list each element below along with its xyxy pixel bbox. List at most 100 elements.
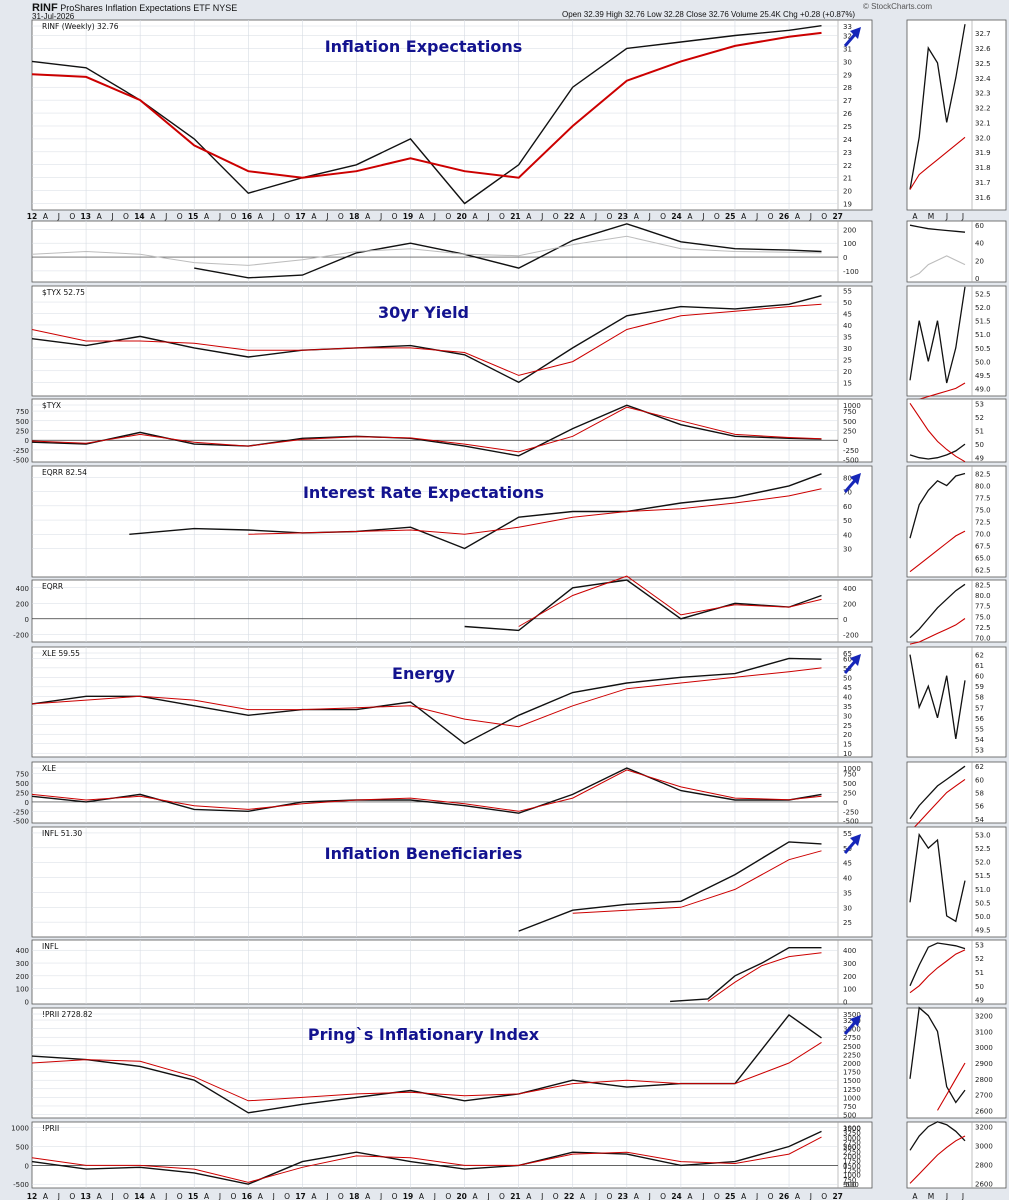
y-tick-label: 35 <box>843 703 852 711</box>
x-tick-label: O <box>69 1192 75 1200</box>
ticker-symbol: RINF <box>32 2 58 14</box>
x-tick-label: 14 <box>134 1192 144 1200</box>
x-tick-label: J <box>325 1192 328 1200</box>
y-tick-label: 40 <box>843 531 852 539</box>
side-y-tick-label: 62 <box>975 763 984 771</box>
side-y-tick-label: 59 <box>975 683 984 691</box>
series-signal <box>31 769 822 812</box>
x-tick-label: 24 <box>671 1192 681 1200</box>
panel-frame <box>31 1121 873 1189</box>
x-tick-label: J <box>433 212 436 221</box>
side-series--prii <box>909 1006 966 1104</box>
x-tick-label: O <box>445 1192 451 1200</box>
side-panel-frame <box>906 1007 1007 1119</box>
side-y-tick-label: 3200 <box>975 1013 993 1021</box>
y-tick-label: 3500 <box>843 1125 861 1133</box>
side-y-tick-label: 52.5 <box>975 291 991 299</box>
y-tick-label: 500 <box>843 1181 856 1189</box>
side-y-tick-label: 0 <box>975 275 979 283</box>
y-tick-label: 500 <box>843 1112 856 1120</box>
x-tick-label: 12 <box>27 212 37 221</box>
x-tick-label: A <box>97 1192 103 1200</box>
x-tick-label: A <box>97 212 103 221</box>
y-tick-label: 15 <box>843 741 852 749</box>
y-tick-label: -250 <box>843 808 859 816</box>
x-tick-label: O <box>821 212 827 221</box>
series-signal <box>31 1136 822 1183</box>
y-tick-label: 0 <box>843 998 847 1006</box>
side-series-signal <box>909 1135 966 1184</box>
y-tick-label: 500 <box>843 780 856 788</box>
panel-label: !PRII <box>42 1124 59 1133</box>
series-rinf <box>31 25 822 205</box>
x-tick-label: 26 <box>779 1192 789 1200</box>
panel-10: 400 300 200 100 0 400 300 200 100 0 INFL 53 52 51 50 49 <box>16 939 1007 1006</box>
series-ma <box>572 850 822 914</box>
x-tick-label: O <box>177 1192 183 1200</box>
x-tick-label: O <box>284 212 290 221</box>
y-tick-label: 1000 <box>843 765 861 773</box>
y-tick-label: 500 <box>843 1144 856 1152</box>
quote-line: Open 32.39 High 32.76 Low 32.28 Close 32… <box>562 10 856 19</box>
side-y-tick-label: 50.0 <box>975 358 991 366</box>
side-y-tick-label: 54 <box>975 736 984 744</box>
y-tick-label: 70 <box>843 489 852 497</box>
y-tick-label: 15 <box>843 379 852 387</box>
x-tick-label: J <box>57 212 60 221</box>
side-y-tick-label: 2600 <box>975 1107 993 1115</box>
x-tick-label: A <box>204 212 210 221</box>
side-panel-frame <box>906 646 1007 758</box>
side-y-tick-label: 32.1 <box>975 119 991 127</box>
side-series-kst <box>909 942 966 987</box>
x-tick-label: O <box>445 212 451 221</box>
y-tick-label: 80 <box>843 474 852 482</box>
left-tick-label: -500 <box>13 1181 29 1189</box>
panel-5: 80 70 60 50 40 30 EQRR 82.54 Interest Rate Expe… <box>31 465 1007 578</box>
x-tick-label: J <box>540 212 543 221</box>
panel-label: RINF (Weekly) 32.76 <box>42 22 119 31</box>
trend-arrowhead <box>850 473 861 485</box>
side-x-tick-label: J <box>945 1192 948 1200</box>
x-tick-label: J <box>701 1192 704 1200</box>
side-y-tick-label: 67.5 <box>975 542 991 550</box>
series-infl <box>518 841 822 932</box>
side-x-tick-label: J <box>945 212 948 221</box>
series-signal <box>31 235 822 266</box>
x-tick-label: A <box>258 1192 264 1200</box>
y-tick-label: 3500 <box>843 1011 861 1019</box>
y-tick-label: 1250 <box>843 1167 861 1175</box>
side-y-tick-label: 32.6 <box>975 45 991 53</box>
side-y-tick-label: 2800 <box>975 1076 993 1084</box>
y-tick-label: 24 <box>843 136 852 144</box>
side-y-tick-label: 2800 <box>975 1161 993 1169</box>
x-tick-label: J <box>433 1192 436 1200</box>
x-tick-label: A <box>311 1192 317 1200</box>
x-tick-label: O <box>553 212 559 221</box>
series-kst <box>670 947 822 1003</box>
panel-7: 656055504540353025201510XLE 59.55Energy6… <box>31 646 1007 758</box>
y-tick-label: 55 <box>843 830 852 838</box>
side-series-signal <box>909 778 966 833</box>
left-tick-label: 200 <box>16 600 29 608</box>
x-tick-label: J <box>110 1192 113 1200</box>
x-tick-label: 13 <box>80 1192 90 1200</box>
side-x-tick-label: A <box>912 212 918 221</box>
side-panel-frame <box>906 220 1007 283</box>
y-tick-label: -200 <box>843 631 859 639</box>
x-tick-label: 22 <box>564 1192 574 1200</box>
y-tick-label: 3250 <box>843 1130 861 1138</box>
side-y-tick-label: 70.0 <box>975 635 991 643</box>
left-tick-label: 0 <box>25 998 29 1006</box>
x-tick-label: J <box>648 1192 651 1200</box>
x-tick-label: A <box>687 212 693 221</box>
y-tick-label: 29 <box>843 71 852 79</box>
chart-header: RINF ProShares Inflation Expectations ET… <box>32 2 932 22</box>
left-tick-label: 0 <box>25 616 29 624</box>
left-tick-label: 1000 <box>11 1125 29 1133</box>
x-tick-label: O <box>284 1192 290 1200</box>
side-y-tick-label: 2900 <box>975 1060 993 1068</box>
series-kst <box>31 1130 822 1185</box>
side-y-tick-label: 2600 <box>975 1180 993 1188</box>
x-tick-label: O <box>392 1192 398 1200</box>
